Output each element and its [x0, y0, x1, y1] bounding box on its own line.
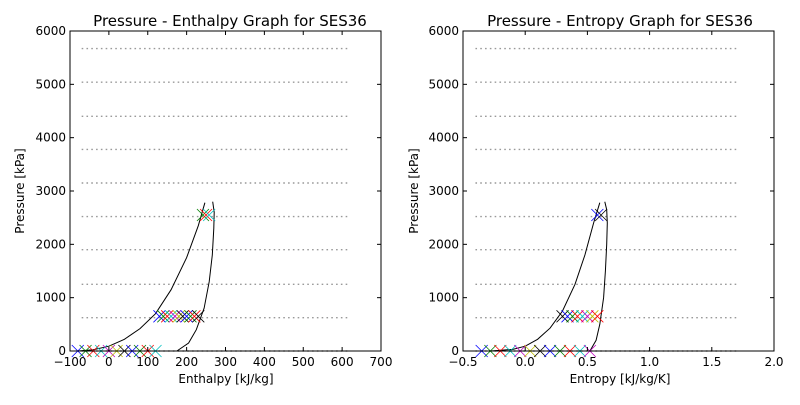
x-tick-label: 2.0 — [764, 355, 783, 369]
y-tick-label: 6000 — [35, 24, 66, 38]
state-point — [192, 310, 205, 323]
y-tick-label: 5000 — [35, 77, 66, 91]
state-point — [566, 310, 579, 323]
x-tick-label: 1.0 — [640, 355, 659, 369]
x-tick-label: 100 — [136, 355, 159, 369]
y-tick-label: 1000 — [35, 291, 66, 305]
x-axis-label: Enthalpy [kJ/kg] — [178, 372, 273, 386]
x-tick-label: −100 — [54, 355, 87, 369]
y-tick-label: 2000 — [35, 237, 66, 251]
pressure-entropy-chart: Pressure - Entropy Graph for SES36 Entro… — [407, 12, 784, 386]
y-axis-label: Pressure [kPa] — [407, 148, 421, 233]
state-point — [591, 310, 604, 323]
state-point — [196, 208, 210, 222]
saturated-liquid-line — [77, 202, 206, 352]
state-point — [188, 310, 201, 323]
state-point — [586, 310, 599, 323]
x-tick-label: 200 — [175, 355, 198, 369]
x-tick-label: 600 — [331, 355, 354, 369]
y-tick-label: 0 — [58, 344, 66, 358]
x-axis-label: Entropy [kJ/kg/K] — [570, 372, 671, 386]
state-point — [571, 310, 584, 323]
state-point — [556, 310, 569, 323]
saturated-vapor-line — [176, 201, 215, 352]
y-tick-label: 4000 — [428, 131, 459, 145]
y-tick-label: 5000 — [428, 77, 459, 91]
state-point — [202, 208, 216, 222]
state-point — [576, 310, 589, 323]
x-tick-label: 0 — [105, 355, 113, 369]
y-tick-label: 1000 — [428, 291, 459, 305]
state-point — [199, 208, 213, 222]
x-tick-label: 400 — [253, 355, 276, 369]
plot-frame — [69, 30, 382, 352]
state-point — [591, 208, 604, 222]
x-tick-label: 1.5 — [702, 355, 721, 369]
x-tick-label: 0.0 — [516, 355, 535, 369]
state-point — [581, 310, 594, 323]
chart-title: Pressure - Enthalpy Graph for SES36 — [93, 12, 367, 30]
saturated-vapor-line — [589, 201, 608, 352]
y-axis-label: Pressure [kPa] — [13, 148, 27, 233]
y-tick-label: 3000 — [428, 184, 459, 198]
pressure-enthalpy-chart: Pressure - Enthalpy Graph for SES36 Enth… — [13, 12, 392, 386]
x-tick-label: 0.5 — [578, 355, 597, 369]
saturated-liquid-line — [490, 202, 601, 352]
plot-frame — [462, 30, 775, 352]
x-tick-label: 700 — [370, 355, 393, 369]
y-tick-label: 6000 — [428, 24, 459, 38]
state-point — [594, 208, 608, 222]
x-tick-label: 300 — [214, 355, 237, 369]
y-tick-label: 3000 — [35, 184, 66, 198]
chart-title: Pressure - Entropy Graph for SES36 — [487, 12, 753, 30]
state-point — [561, 310, 574, 323]
x-tick-label: −0.5 — [448, 355, 477, 369]
y-tick-label: 2000 — [428, 237, 459, 251]
y-tick-label: 0 — [451, 344, 459, 358]
y-tick-label: 4000 — [35, 131, 66, 145]
x-tick-label: 500 — [292, 355, 315, 369]
